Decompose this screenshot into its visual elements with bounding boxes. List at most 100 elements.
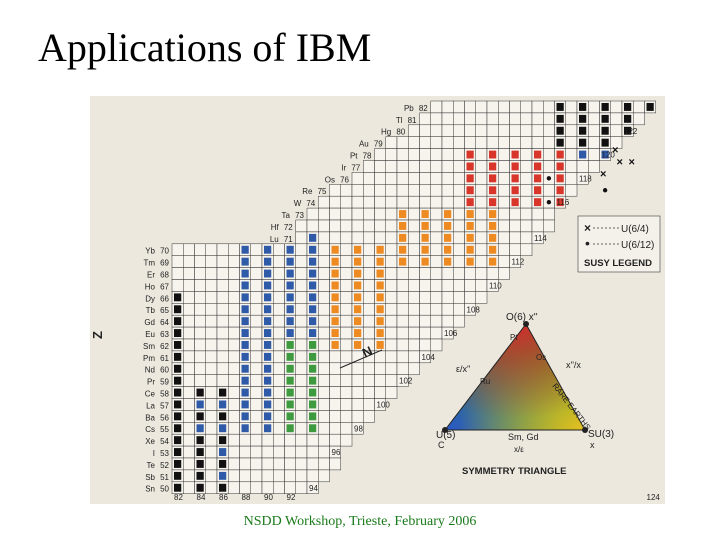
element-symbol-label: Er [147,271,155,280]
nucleus-cell [216,326,229,340]
nucleus-cell [408,267,420,280]
susy-cross-marker: × [617,157,623,169]
nucleus-cell [216,243,229,256]
nucleus-mark-orange [466,257,474,266]
nucleus-cell [374,184,386,197]
nucleus-cell [194,326,206,340]
nucleus-mark-blue [264,400,272,409]
nucleus-cell [453,172,465,185]
nucleus-mark-green [286,424,294,433]
nucleus-cell [408,184,420,197]
nucleus-cell [228,267,240,280]
nucleus-mark-black [579,126,587,135]
proton-number-label: 71 [284,235,293,244]
nucleus-mark-black [174,305,182,314]
nucleus-mark-red [534,174,542,183]
nucleus-cell [205,469,218,483]
proton-number-label: 76 [340,175,349,184]
nucleus-cell [306,457,319,471]
nucleus-cell [205,481,218,494]
nucleus-cell [329,422,341,435]
nucleus-cell [250,410,263,423]
nucleus-cell [228,279,240,292]
proton-number-label: 54 [160,437,169,446]
nucleus-cell [408,338,420,352]
proton-number-label: 79 [374,140,383,149]
nucleus-cell [453,267,465,280]
nucleus-cell [194,303,206,316]
nucleus-cell [430,136,443,149]
proton-number-label: 69 [160,259,169,268]
nucleus-mark-blue [264,412,272,421]
nucleus-cell [363,303,375,316]
triangle-title: SYMMETRY TRIANGLE [462,466,567,477]
nucleus-cell [194,243,206,256]
neutron-number-label: 106 [444,329,458,338]
nucleus-cell [273,303,285,316]
nucleus-mark-blue [196,400,204,409]
nucleus-cell [498,255,510,268]
nucleus-cell [520,207,533,221]
nucleus-cell [295,326,308,340]
nucleus-cell [340,207,353,221]
nucleus-cell [228,481,240,494]
nucleus-cell [419,338,431,352]
nucleus-mark-green [286,400,294,409]
nucleus-cell [374,398,386,411]
nucleus-mark-red [534,186,542,195]
nucleus-mark-green [286,388,294,397]
nucleus-mark-orange [331,305,339,314]
nucleus-mark-orange [331,257,339,266]
nucleus-cell [250,279,263,292]
nucleus-cell [419,184,431,197]
nucleus-mark-blue [219,400,227,409]
nucleus-cell [318,445,330,459]
nucleus-cell [228,398,240,411]
proton-number-label: 74 [306,199,315,208]
neutron-number-label: 82 [174,493,183,502]
nucleus-cell [306,207,319,221]
nucleus-cell [430,243,443,256]
neutron-number-label: 116 [557,198,570,207]
proton-number-label: 51 [160,473,169,482]
nucleus-mark-blue [264,293,272,302]
nucleus-cell [295,362,308,375]
nucleus-mark-orange [354,281,362,290]
neutron-number-label: 94 [309,484,318,493]
nucleus-cell [340,184,353,197]
nucleus-cell [205,255,218,268]
nucleus-cell [216,362,229,375]
nucleus-cell [205,457,218,471]
nucleus-cell [453,314,465,328]
nucleus-cell [183,303,195,316]
proton-number-label: 61 [160,354,169,363]
nucleus-mark-black [196,460,204,468]
nucleus-cell [453,231,465,245]
nucleus-cell [183,422,195,435]
proton-number-label: 75 [318,187,327,196]
nucleus-cell [295,303,308,316]
nucleus-cell [318,314,330,328]
nucleus-cell [329,362,341,375]
nucleus-cell [351,386,364,399]
nucleus-cell [430,326,443,340]
proton-number-label: 73 [295,211,304,220]
proton-number-label: 50 [160,485,169,494]
nucleus-cell [408,124,420,137]
element-symbol-label: Au [359,140,369,149]
nucleus-cell [340,255,353,268]
nucleus-cell [183,433,195,447]
nucleus-mark-black [219,460,227,468]
nucleus-cell [610,124,623,137]
nucleus-cell [318,231,330,245]
nucleus-cell [374,374,386,387]
nucleus-cell [250,422,263,435]
nucleus-mark-red [556,198,564,207]
nucleus-cell [475,279,488,292]
nucleus-cell [363,243,375,256]
nucleus-cell [385,184,398,197]
nucleus-mark-blue [286,245,294,254]
nucleus-cell [183,410,195,423]
nucleus-cell [408,362,420,375]
nucleus-cell [340,219,353,233]
